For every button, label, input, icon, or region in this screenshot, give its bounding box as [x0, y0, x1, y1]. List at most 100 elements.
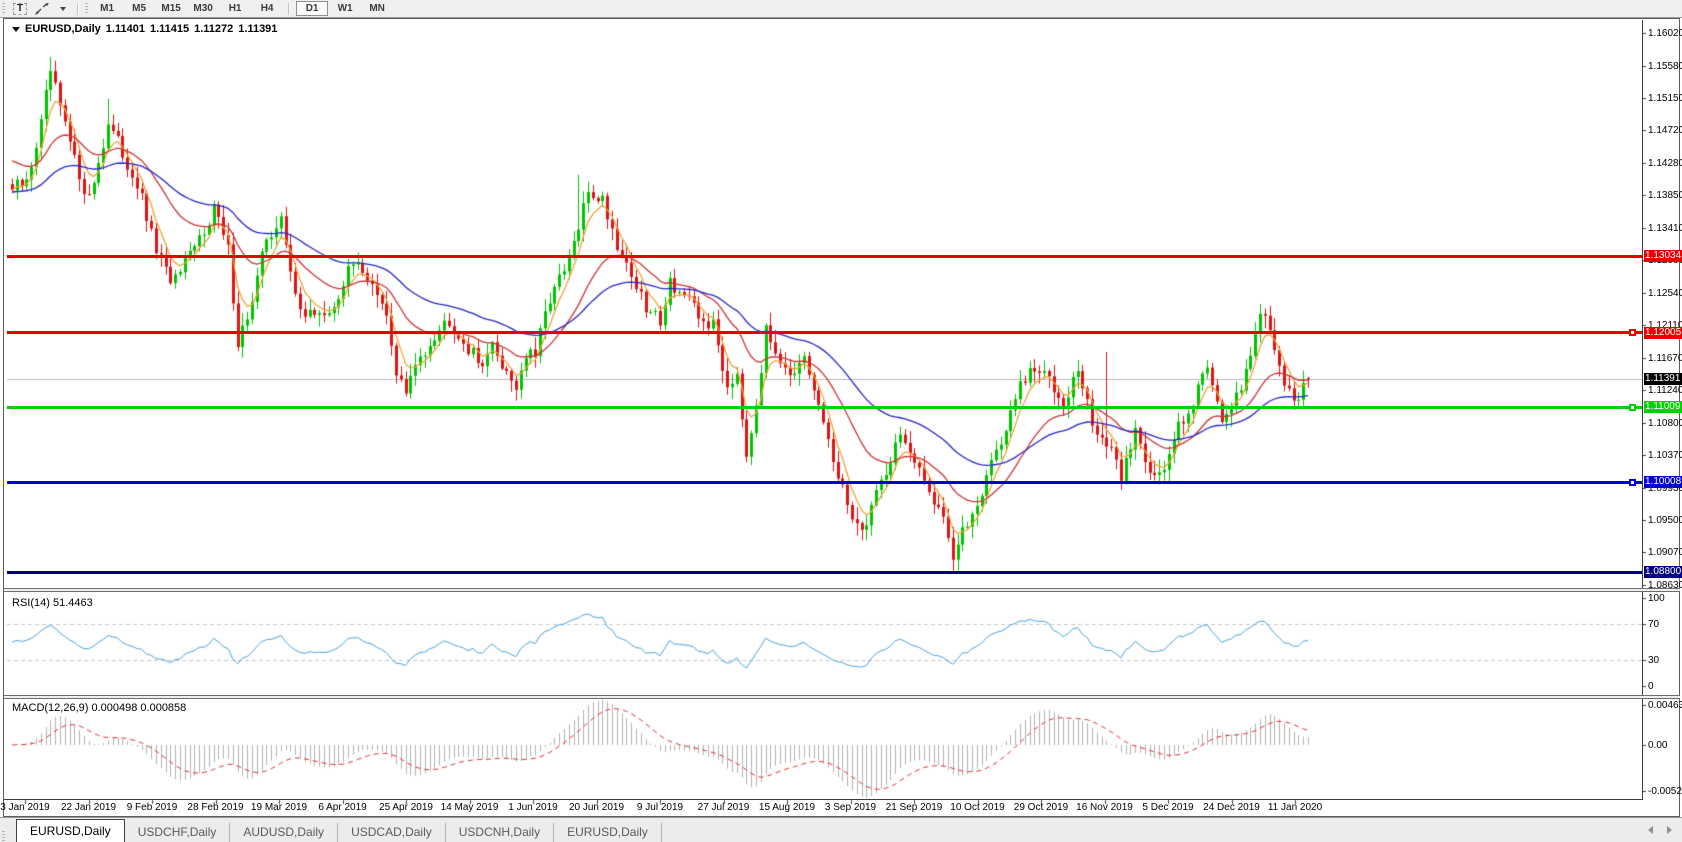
tab-usdcnh-daily-4[interactable]: USDCNH,Daily: [446, 823, 555, 842]
price-line-label: 1.08800: [1644, 566, 1682, 579]
horizontal-line-1.08800[interactable]: [7, 570, 1642, 574]
date-tick-label: 28 Feb 2019: [187, 802, 244, 813]
timeframe-button-w1[interactable]: W1: [337, 3, 353, 14]
timeframe-button-d1[interactable]: D1: [296, 1, 329, 16]
text-tool-button[interactable]: T: [9, 2, 31, 16]
cursor-tool-button[interactable]: [31, 2, 53, 16]
tab-scroll-right-icon[interactable]: [1667, 826, 1672, 834]
date-tick-label: 15 Aug 2019: [758, 802, 816, 813]
cursor-tool-dropdown[interactable]: [53, 2, 73, 16]
horizontal-line-1.13034[interactable]: [7, 254, 1642, 258]
price-tick-label: 1.13410: [1648, 222, 1682, 234]
date-tick-label: 20 Jun 2019: [568, 802, 625, 813]
tab-usdcad-daily-3[interactable]: USDCAD,Daily: [338, 823, 446, 842]
ohlc-close: 1.11391: [238, 23, 278, 35]
text-tool-icon: T: [13, 2, 28, 15]
rsi-tick-label: 70: [1648, 619, 1660, 631]
tab-scroll-arrows: [1648, 818, 1672, 842]
toolbar-separator: [77, 2, 80, 15]
timeframe-button-m1[interactable]: M1: [100, 3, 115, 14]
date-tick-label: 14 May 2019: [440, 802, 499, 813]
price-line-label: 1.11009: [1644, 401, 1682, 414]
tabbar-grip[interactable]: [2, 831, 5, 842]
chart-title: EURUSD,Daily 1.11401 1.11415 1.11272 1.1…: [12, 23, 282, 35]
price-tick-label: 1.11240: [1648, 385, 1682, 397]
date-tick-label: 21 Sep 2019: [885, 802, 943, 813]
tab-scroll-left-icon[interactable]: [1648, 826, 1653, 834]
date-tick-label: 3 Jan 2019: [0, 802, 50, 813]
date-tick-label: 9 Feb 2019: [126, 802, 178, 813]
price-line-label: 1.10008: [1644, 476, 1682, 489]
price-tick-label: 1.09070: [1648, 547, 1682, 559]
timeframe-button-m5[interactable]: M5: [132, 3, 147, 14]
price-tick-label: 1.09930: [1648, 482, 1682, 494]
price-axis-line[interactable]: [1642, 20, 1643, 800]
line-handle[interactable]: [1629, 478, 1636, 486]
price-tick-label: 1.12540: [1648, 287, 1682, 299]
macd-tick-label: 0.00463: [1648, 700, 1682, 711]
price-tick-label: 1.14280: [1648, 157, 1682, 169]
date-tick-label: 9 Jul 2019: [636, 802, 684, 813]
price-line-label: 1.13034: [1644, 250, 1682, 263]
tab-usdchf-daily-1[interactable]: USDCHF,Daily: [125, 823, 231, 842]
date-tick-label: 27 Jul 2019: [697, 802, 750, 813]
date-tick-label: 1 Jun 2019: [508, 802, 558, 813]
timeframe-button-group: M1 M5 M15 M30 H1 H4 D1 W1 MN: [92, 1, 392, 16]
current-price-label: 1.11391: [1644, 372, 1682, 385]
price-tick-label: 1.15580: [1648, 60, 1682, 72]
horizontal-line-1.11009[interactable]: [7, 405, 1642, 409]
price-tick-label: 1.12110: [1648, 320, 1682, 332]
price-tick-label: 1.13850: [1648, 190, 1682, 202]
toolbar-grip[interactable]: [2, 3, 5, 14]
tab-eurusd-daily-5[interactable]: EURUSD,Daily: [554, 823, 662, 842]
chart-tab-bar: EURUSD,Daily USDCHF,Daily AUDUSD,Daily USDC…: [0, 817, 1682, 842]
date-tick-label: 10 Oct 2019: [950, 802, 1005, 813]
price-tick-label: 1.16020: [1648, 28, 1682, 39]
toolbar-separator: [288, 2, 291, 15]
timeframe-button-mn[interactable]: MN: [369, 3, 385, 14]
price-tick-label: 1.10370: [1648, 450, 1682, 462]
date-tick-label: 3 Sep 2019: [824, 802, 877, 813]
timeframe-button-h4[interactable]: H4: [260, 3, 274, 14]
date-tick-label: 5 Dec 2019: [1142, 802, 1194, 813]
timeframe-button-h1[interactable]: H1: [228, 3, 242, 14]
date-tick-label: 25 Apr 2019: [379, 802, 433, 813]
chevron-down-icon: [60, 6, 67, 11]
macd-label: MACD(12,26,9) 0.000498 0.000858: [12, 702, 187, 714]
rsi-tick-label: 30: [1648, 654, 1660, 666]
price-tick-label: 1.14720: [1648, 125, 1682, 137]
horizontal-line-1.10008[interactable]: [7, 480, 1642, 484]
date-tick-label: 29 Oct 2019: [1013, 802, 1069, 813]
price-tick-label: 1.11670: [1648, 352, 1682, 364]
collapse-arrow-icon[interactable]: [12, 26, 20, 32]
tab-eurusd-daily-0[interactable]: EURUSD,Daily: [16, 819, 125, 842]
rsi-label: RSI(14) 51.4463: [12, 597, 93, 609]
rsi-tick-label: 100: [1648, 593, 1665, 604]
timeframe-button-m30[interactable]: M30: [193, 3, 213, 14]
date-tick-label: 22 Jan 2019: [60, 802, 117, 813]
horizontal-line-1.12005[interactable]: [7, 331, 1642, 335]
macd-tick-label: 0.00: [1648, 740, 1668, 751]
price-tick-label: 1.10800: [1648, 417, 1682, 429]
macd-tick-label: -0.00529: [1648, 785, 1682, 797]
timeframe-button-m15[interactable]: M15: [161, 3, 181, 14]
price-tick-label: 1.08630: [1648, 580, 1682, 591]
price-line-label: 1.12005: [1644, 326, 1682, 339]
date-tick-label: 11 Jan 2020: [1267, 802, 1323, 813]
line-handle[interactable]: [1629, 403, 1636, 411]
toolbar: T M1 M5 M15 M30 H1 H4 D1 W1 MN: [0, 0, 1682, 18]
tab-audusd-daily-2[interactable]: AUDUSD,Daily: [230, 823, 339, 842]
rsi-macd-separator[interactable]: [4, 695, 1680, 699]
main-rsi-separator[interactable]: [4, 588, 1680, 592]
line-handle[interactable]: [1629, 329, 1636, 337]
ohlc-high: 1.11415: [149, 23, 190, 35]
date-tick-label: 6 Apr 2019: [318, 802, 367, 813]
date-tick-label: 16 Nov 2019: [1076, 802, 1133, 813]
time-axis-line[interactable]: [4, 799, 1643, 800]
timeframe-grip[interactable]: [85, 3, 89, 14]
date-tick-label: 19 Mar 2019: [250, 802, 308, 813]
price-tick-label: 1.15150: [1648, 92, 1682, 104]
ohlc-low: 1.11272: [194, 23, 234, 35]
